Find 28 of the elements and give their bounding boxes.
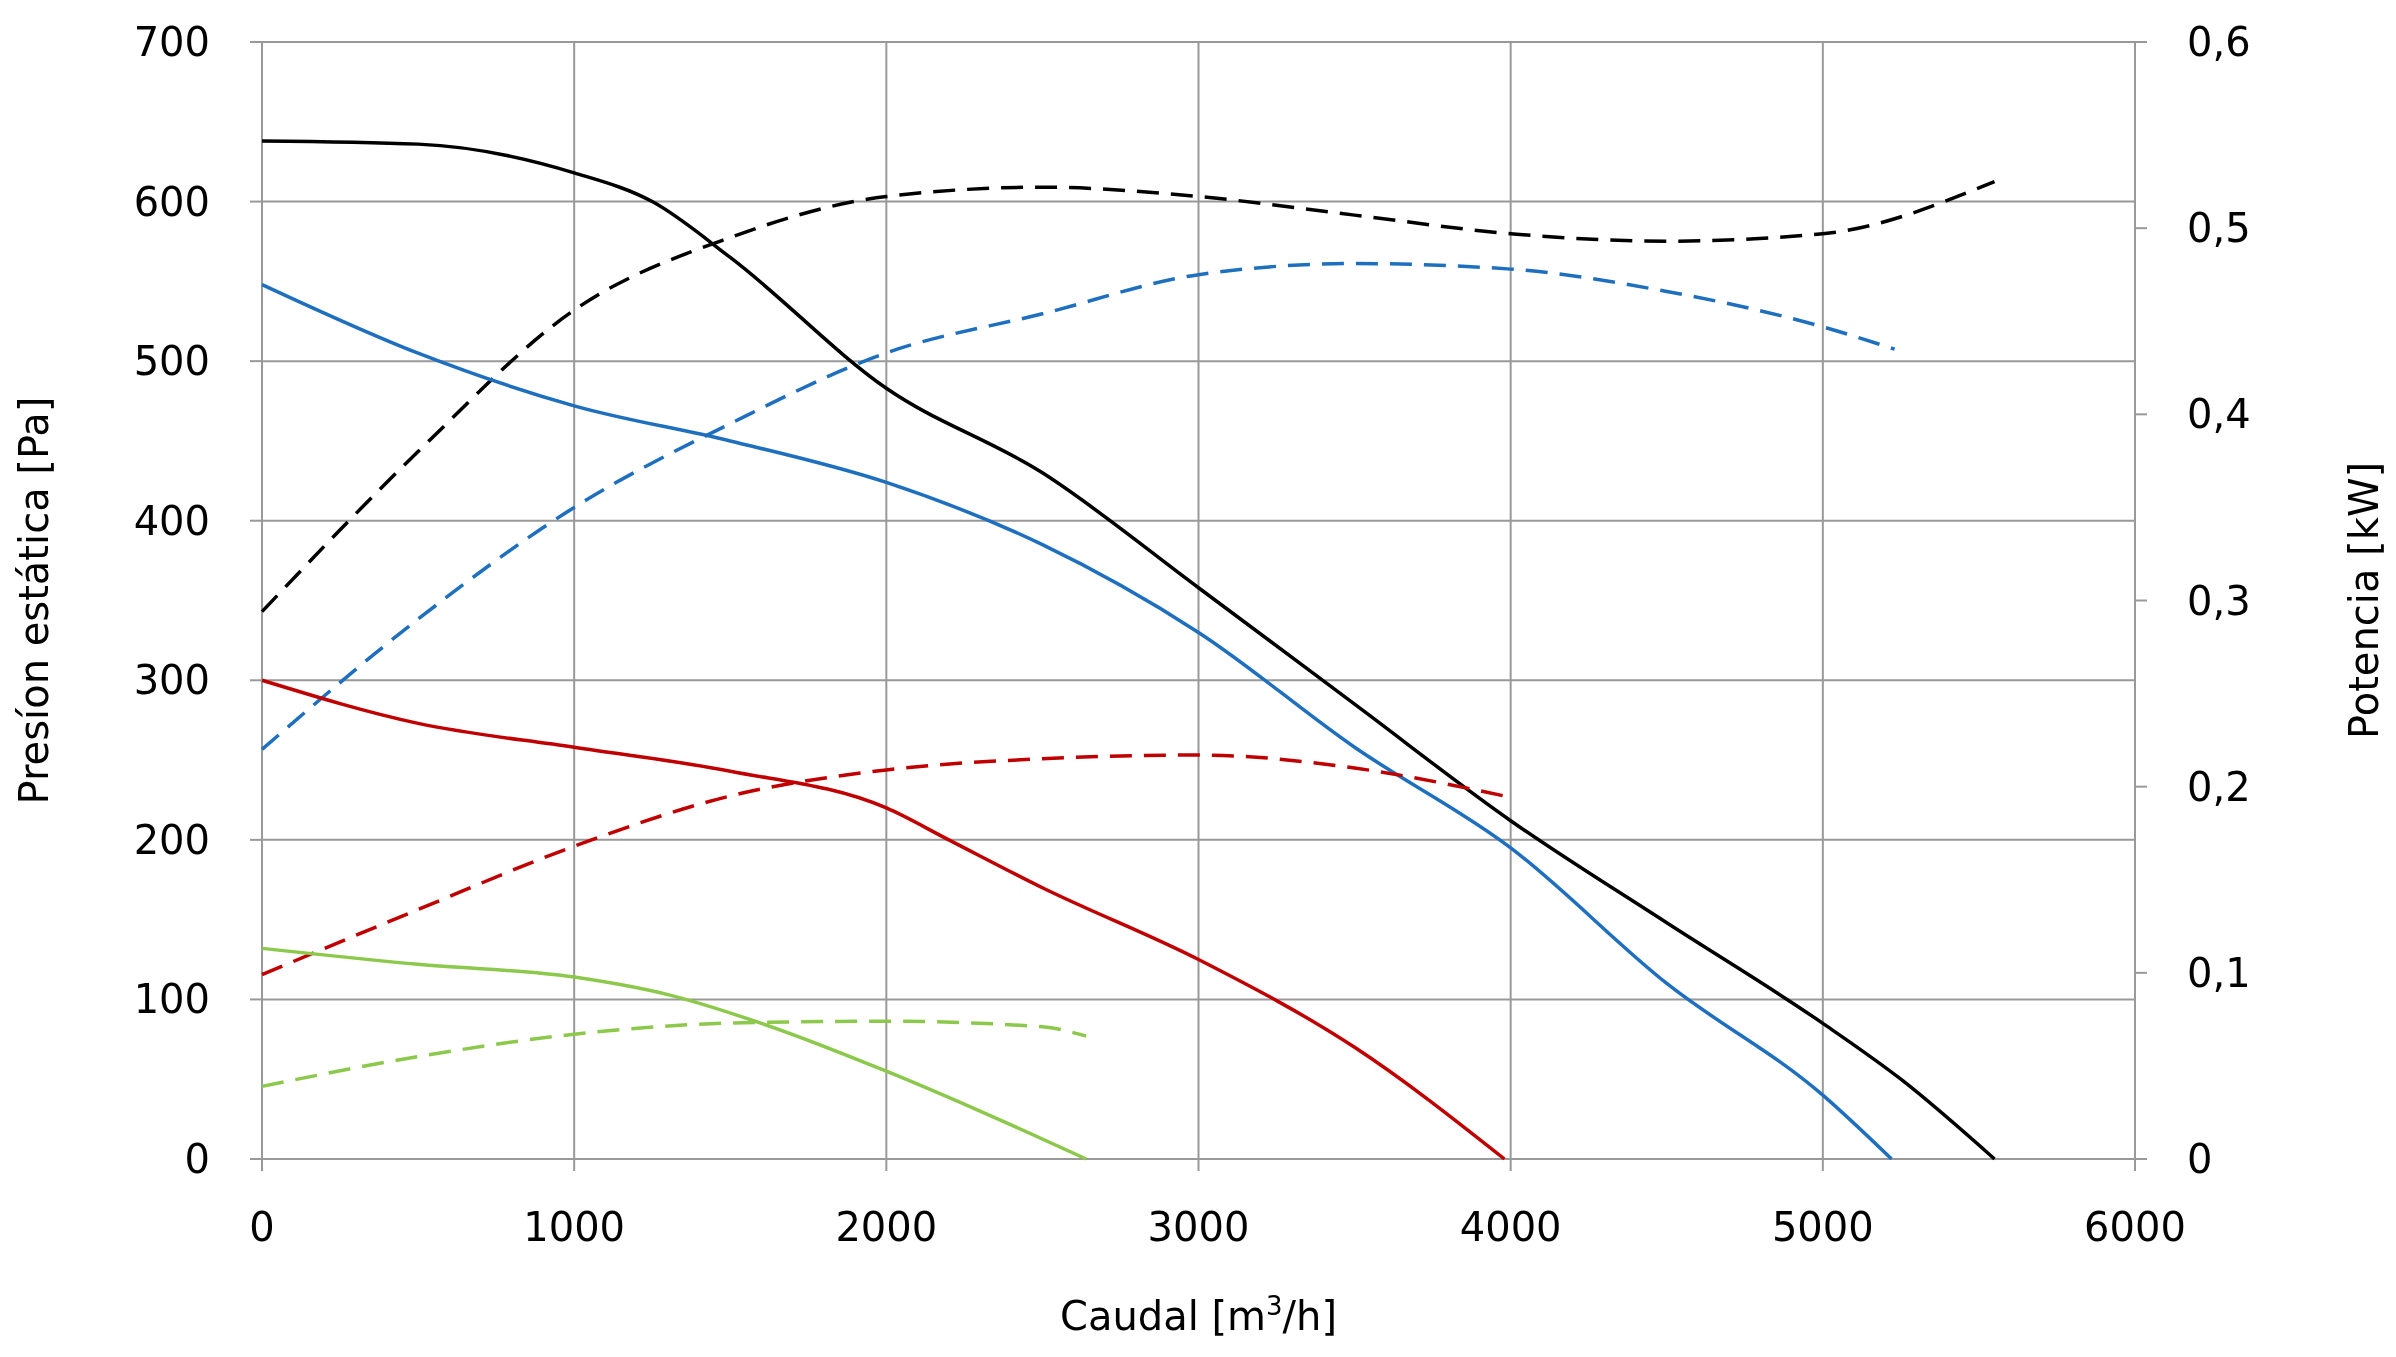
y-tick-label: 700 [133, 19, 210, 65]
y-axis-title: Presíon estática [Pa] [11, 396, 57, 805]
x-tick-label: 6000 [2084, 1204, 2186, 1250]
x-tick-label: 4000 [1459, 1204, 1562, 1250]
y-tick-label: 500 [133, 338, 210, 385]
x-tick-label: 2000 [835, 1204, 938, 1250]
x-tick-label: 1000 [523, 1204, 626, 1250]
y2-tick-label: 0,3 [2187, 577, 2251, 624]
y-tick-label: 0 [184, 1136, 210, 1182]
y-tick-label: 200 [133, 816, 210, 863]
x-tick-label: 5000 [1771, 1204, 1874, 1250]
y2-axis-title: Potencia [kW] [2341, 461, 2387, 740]
x-axis-title: Caudal [m$^{3}$/h] [1059, 1291, 1338, 1339]
line-series [260, 946, 1088, 1161]
y2-tick-label: 0 [2187, 1136, 2213, 1182]
y-tick-label: 300 [133, 657, 210, 704]
y-tick-label: 600 [133, 178, 210, 225]
y2-tick-label: 0,1 [2187, 949, 2251, 996]
line-series [260, 139, 1997, 1161]
line-series [260, 678, 1507, 1161]
y-tick-label: 400 [133, 497, 210, 544]
y2-tick-label: 0,2 [2187, 763, 2251, 810]
x-tick-label: 3000 [1147, 1204, 1250, 1250]
y2-tick-label: 0,5 [2187, 205, 2251, 252]
y2-tick-label: 0,6 [2187, 19, 2251, 65]
y-tick-label: 100 [133, 976, 210, 1023]
x-tick-label: 0 [249, 1204, 275, 1250]
y2-tick-label: 0,4 [2187, 391, 2251, 438]
